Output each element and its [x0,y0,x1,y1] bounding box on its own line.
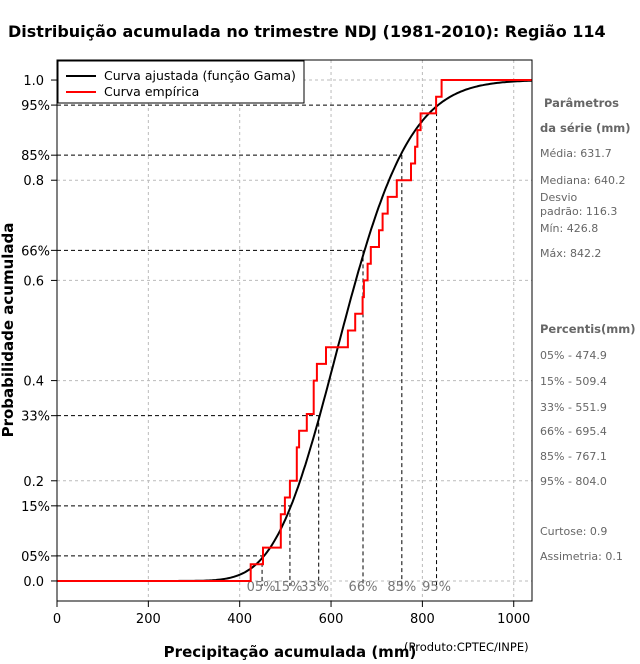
percentil-05: 05% - 474.9 [540,349,607,362]
x-tick-label: 1000 [497,612,530,627]
y-percent-label: 66% [21,244,50,259]
y-tick-label: 1.0 [23,74,44,89]
grid [56,60,532,601]
x-percent-label: 33% [300,580,329,595]
legend: Curva ajustada (função Gama) Curva empír… [57,60,305,104]
x-axis-label: Precipitação acumulada (mm) [164,643,417,660]
stat-desvio-1: Desvio [540,191,578,204]
axis-ticks: 0 200 400 600 800 10000.00.20.40.60.81.005%15… [21,74,530,627]
side-panel: Parâmetros da série (mm) Média: 631.7 Me… [540,96,635,563]
stat-mediana: Mediana: 640.2 [540,174,625,187]
y-tick-label: 0.0 [23,575,44,590]
y-tick-label: 0.8 [23,174,44,189]
y-tick-label: 0.4 [23,375,44,390]
x-tick-label: 600 [319,612,344,627]
percentil-33: 33% - 551.9 [540,401,607,414]
percentil-15: 15% - 509.4 [540,375,607,388]
percentil-95: 95% - 804.0 [540,475,607,488]
plot-frame [56,59,533,602]
y-percent-label: 85% [21,149,50,164]
empirical-step-curve [57,79,532,582]
stat-assimetria: Assimetria: 0.1 [540,550,623,563]
params-title-2: da série (mm) [540,121,631,135]
stat-media: Média: 631.7 [540,147,612,160]
stat-min: Mín: 426.8 [540,222,598,235]
series [57,79,532,582]
stat-curtose: Curtose: 0.9 [540,525,607,538]
stat-desvio-2: padrão: 116.3 [540,205,617,218]
x-tick-label: 400 [227,612,252,627]
percentil-66: 66% - 695.4 [540,425,607,438]
x-tick-label: 800 [410,612,435,627]
y-percent-label: 15% [21,500,50,515]
percentile-lines: 05%15%33% 66% 85% 95% [57,104,451,595]
legend-label-gamma: Curva ajustada (função Gama) [104,68,296,83]
y-axis-label: Probabilidade acumulada [0,223,17,438]
y-tick-label: 0.6 [23,274,44,289]
x-percent-label: 05% [247,580,276,595]
legend-box [57,60,305,104]
percentis-title: Percentis(mm) [540,322,635,336]
params-title-1: Parâmetros [544,96,619,110]
x-percent-label: 95% [422,580,451,595]
x-percent-label: 15% [273,580,302,595]
legend-label-empirica: Curva empírica [104,84,199,99]
x-percent-label: 66% [349,580,378,595]
x-tick-label: 0 [53,612,61,627]
y-percent-label: 05% [21,550,50,565]
x-percent-label: 85% [387,580,416,595]
credit-text: (Produto:CPTEC/INPE) [404,640,529,654]
percentil-85: 85% - 767.1 [540,450,607,463]
y-tick-label: 0.2 [23,475,44,490]
chart-title: Distribuição acumulada no trimestre NDJ … [8,22,606,41]
y-percent-label: 95% [21,99,50,114]
x-tick-label: 200 [136,612,161,627]
stat-max: Máx: 842.2 [540,247,601,260]
y-percent-label: 33% [21,410,50,425]
